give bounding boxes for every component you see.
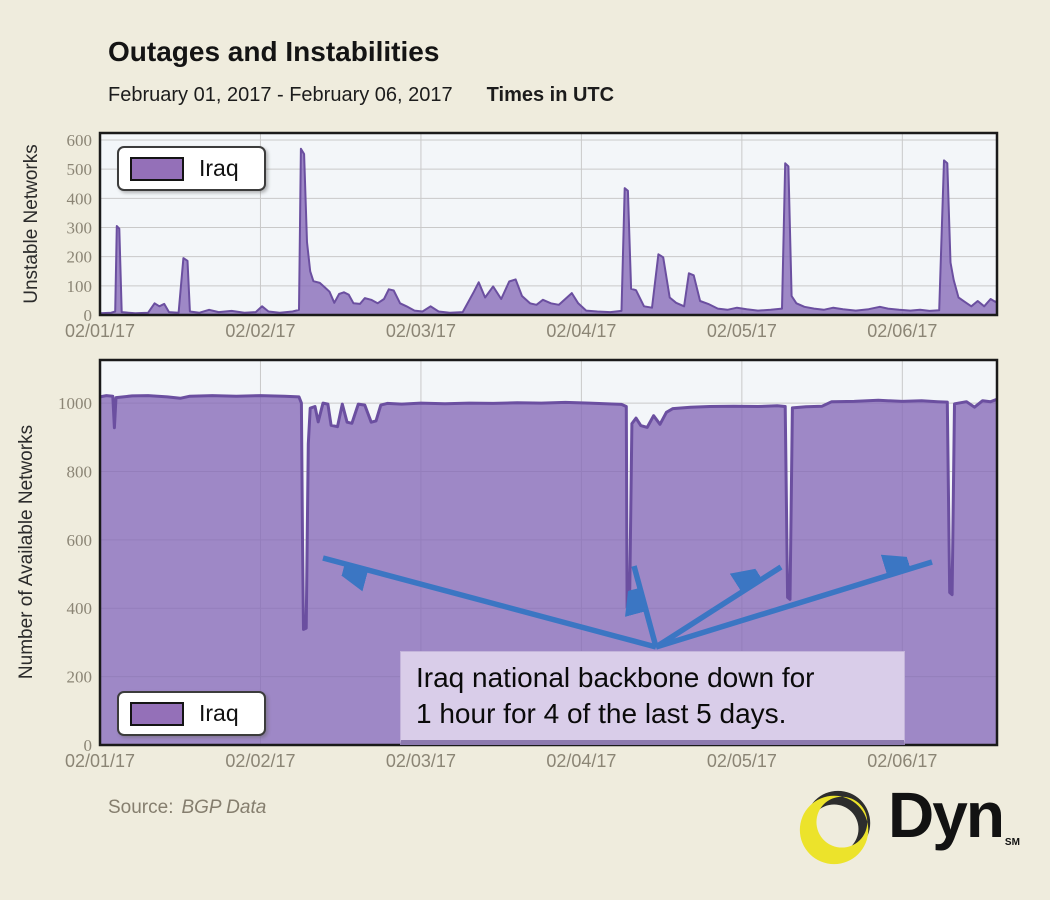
annotation-line1: Iraq national backbone down for — [416, 662, 815, 693]
annotation-line2: 1 hour for 4 of the last 5 days. — [416, 698, 787, 729]
y-tick-label: 0 — [84, 306, 93, 325]
timezone-note: Times in UTC — [486, 84, 615, 106]
source-row: Source: BGP Data — [108, 797, 266, 819]
x-tick-label: 02/05/17 — [707, 751, 777, 771]
x-tick-label: 02/02/17 — [225, 751, 295, 771]
y-tick-label: 1000 — [58, 394, 92, 413]
x-tick-label: 02/01/17 — [65, 751, 135, 771]
dyn-logo: Dyn SM — [793, 779, 1043, 877]
area-line — [99, 147, 998, 315]
plot-border — [98, 358, 999, 747]
y-tick-label: 200 — [67, 668, 93, 687]
source-value: BGP Data — [181, 797, 267, 818]
legend-box: Iraq — [117, 691, 266, 736]
x-tick-label: 02/03/17 — [386, 751, 456, 771]
y-tick-label: 400 — [67, 599, 93, 618]
legend-swatch-iraq — [130, 156, 184, 181]
date-range: February 01, 2017 - February 06, 2017 — [108, 84, 453, 106]
legend-label: Iraq — [199, 155, 239, 181]
x-tick-label: 02/04/17 — [546, 321, 616, 341]
area-line — [99, 394, 998, 631]
y-tick-label: 600 — [67, 131, 93, 150]
x-tick-label: 02/01/17 — [65, 321, 135, 341]
y-tick-label: 300 — [67, 219, 93, 238]
legend-label: Iraq — [199, 700, 239, 726]
annotation-box: Iraq national backbone down for 1 hour f… — [400, 651, 905, 745]
y-tick-label: 600 — [67, 531, 93, 550]
x-tick-label: 02/03/17 — [386, 321, 456, 341]
y-tick-label: 800 — [67, 462, 93, 481]
y-tick-label: 500 — [67, 160, 93, 179]
x-tick-label: 02/06/17 — [867, 751, 937, 771]
y-tick-label: 400 — [67, 189, 93, 208]
dyn-swirl-icon — [799, 790, 871, 865]
plot-border — [98, 131, 999, 317]
dyn-wordmark: Dyn SM — [888, 779, 1020, 851]
y-tick-label: 0 — [84, 736, 93, 755]
source-label: Source: — [108, 797, 174, 818]
x-tick-label: 02/05/17 — [707, 321, 777, 341]
y-tick-label: 100 — [67, 277, 93, 296]
legend-swatch-iraq — [130, 701, 184, 726]
sm-mark: SM — [1004, 837, 1020, 848]
x-tick-label: 02/04/17 — [546, 751, 616, 771]
legend-box: Iraq — [117, 146, 266, 191]
x-tick-label: 02/06/17 — [867, 321, 937, 341]
y-tick-label: 200 — [67, 248, 93, 267]
subtitle-row: February 01, 2017 - February 06, 2017 Ti… — [108, 84, 614, 107]
x-tick-label: 02/02/17 — [225, 321, 295, 341]
y-axis-label-available-networks: Number of Available Networks — [16, 424, 37, 680]
page-title: Outages and Instabilities — [108, 36, 440, 67]
